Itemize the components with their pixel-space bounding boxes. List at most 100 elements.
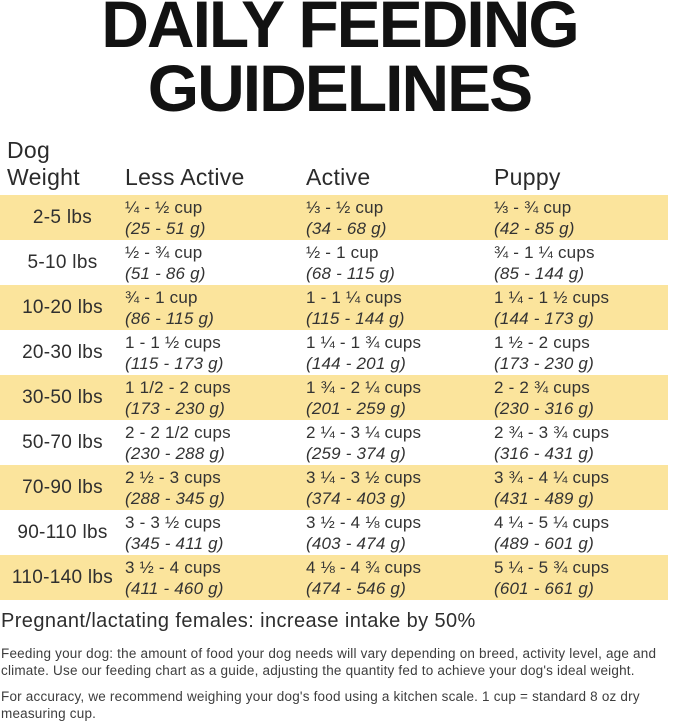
weight-cell: 20-30 lbs xyxy=(22,341,103,363)
cups-line: 1 ¼ - 1 ½ cups xyxy=(494,287,610,307)
table-row: 30-50 lbs 1 1/2 - 2 cups (173 - 230 g) 1 … xyxy=(0,375,668,420)
page-title: DAILY FEEDING GUIDELINES xyxy=(0,0,679,121)
grams-line: (411 - 460 g) xyxy=(125,578,224,598)
weight-cell: 5-10 lbs xyxy=(27,251,98,273)
grams-line: (68 - 115 g) xyxy=(306,263,396,283)
cups-line: ¾ - 1 cup xyxy=(125,287,198,307)
cups-line: 2 - 2 1/2 cups xyxy=(125,422,231,442)
cups-line: 2 ½ - 3 cups xyxy=(125,467,221,487)
grams-line: (259 - 374 g) xyxy=(306,443,406,463)
grams-line: (489 - 601 g) xyxy=(494,533,594,553)
active-cell: ½ - 1 cup (68 - 115 g) xyxy=(306,242,494,284)
active-cell: 3 ¼ - 3 ½ cups (374 - 403 g) xyxy=(306,467,494,509)
cups-line: 3 ½ - 4 cups xyxy=(125,557,221,577)
cups-line: ⅓ - ¾ cup xyxy=(494,197,572,217)
weight-cell: 30-50 lbs xyxy=(22,386,103,408)
less-active-cell: 2 - 2 1/2 cups (230 - 288 g) xyxy=(125,422,306,464)
table-header-row: Dog Weight Less Active Active Puppy xyxy=(0,137,679,191)
puppy-cell: ⅓ - ¾ cup (42 - 85 g) xyxy=(494,197,668,239)
active-cell: 2 ¼ - 3 ¼ cups (259 - 374 g) xyxy=(306,422,494,464)
active-cell: 3 ½ - 4 ⅛ cups (403 - 474 g) xyxy=(306,512,494,554)
accuracy-note: For accuracy, we recommend weighing your… xyxy=(1,689,640,721)
table-row: 50-70 lbs 2 - 2 1/2 cups (230 - 288 g) 2 … xyxy=(0,420,668,465)
header-puppy: Puppy xyxy=(494,164,561,190)
table-row: 110-140 lbs 3 ½ - 4 cups (411 - 460 g) 4 … xyxy=(0,555,668,600)
less-active-cell: 1 - 1 ½ cups (115 - 173 g) xyxy=(125,332,306,374)
header-less-active: Less Active xyxy=(125,164,245,190)
weight-cell: 10-20 lbs xyxy=(22,296,103,318)
weight-cell: 2-5 lbs xyxy=(32,206,93,228)
puppy-cell: 5 ¼ - 5 ¾ cups (601 - 661 g) xyxy=(494,557,668,599)
cups-line: 2 - 2 ¾ cups xyxy=(494,377,590,397)
table-row: 70-90 lbs 2 ½ - 3 cups (288 - 345 g) 3 ¼ … xyxy=(0,465,668,510)
grams-line: (25 - 51 g) xyxy=(125,218,206,238)
less-active-cell: ¾ - 1 cup (86 - 115 g) xyxy=(125,287,306,329)
cups-line: ¼ - ½ cup xyxy=(125,197,203,217)
cups-line: 3 ½ - 4 ⅛ cups xyxy=(306,512,422,532)
cups-line: ¾ - 1 ¼ cups xyxy=(494,242,595,262)
table-row: 2-5 lbs ¼ - ½ cup (25 - 51 g) ⅓ - ½ cup (3… xyxy=(0,195,668,240)
feeding-note: Feeding your dog: the amount of food you… xyxy=(1,646,657,678)
weight-cell: 70-90 lbs xyxy=(22,476,103,498)
less-active-cell: 1 1/2 - 2 cups (173 - 230 g) xyxy=(125,377,306,419)
cups-line: 2 ¾ - 3 ¾ cups xyxy=(494,422,610,442)
grams-line: (230 - 288 g) xyxy=(125,443,225,463)
puppy-cell: ¾ - 1 ¼ cups (85 - 144 g) xyxy=(494,242,668,284)
cups-line: ⅓ - ½ cup xyxy=(306,197,384,217)
cups-line: 1 - 1 ¼ cups xyxy=(306,287,402,307)
cups-line: 4 ¼ - 5 ¼ cups xyxy=(494,512,610,532)
feeding-table: 2-5 lbs ¼ - ½ cup (25 - 51 g) ⅓ - ½ cup (3… xyxy=(0,195,668,600)
cups-line: 2 ¼ - 3 ¼ cups xyxy=(306,422,422,442)
grams-line: (42 - 85 g) xyxy=(494,218,575,238)
cups-line: ½ - ¾ cup xyxy=(125,242,203,262)
pregnant-note: Pregnant/lactating females: increase int… xyxy=(1,610,476,632)
grams-line: (474 - 546 g) xyxy=(306,578,406,598)
active-cell: 1 - 1 ¼ cups (115 - 144 g) xyxy=(306,287,494,329)
grams-line: (144 - 201 g) xyxy=(306,353,406,373)
grams-line: (316 - 431 g) xyxy=(494,443,594,463)
grams-line: (374 - 403 g) xyxy=(306,488,406,508)
active-cell: ⅓ - ½ cup (34 - 68 g) xyxy=(306,197,494,239)
active-cell: 4 ⅛ - 4 ¾ cups (474 - 546 g) xyxy=(306,557,494,599)
puppy-cell: 2 ¾ - 3 ¾ cups (316 - 431 g) xyxy=(494,422,668,464)
cups-line: 1 ¼ - 1 ¾ cups xyxy=(306,332,422,352)
puppy-cell: 1 ¼ - 1 ½ cups (144 - 173 g) xyxy=(494,287,668,329)
cups-line: 1 ½ - 2 cups xyxy=(494,332,590,352)
table-row: 5-10 lbs ½ - ¾ cup (51 - 86 g) ½ - 1 cup(… xyxy=(0,240,668,285)
less-active-cell: 2 ½ - 3 cups (288 - 345 g) xyxy=(125,467,306,509)
cups-line: 3 ¼ - 3 ½ cups xyxy=(306,467,422,487)
cups-line: ½ - 1 cup xyxy=(306,242,379,262)
grams-line: (51 - 86 g) xyxy=(125,263,206,283)
puppy-cell: 3 ¾ - 4 ¼ cups (431 - 489 g) xyxy=(494,467,668,509)
grams-line: (85 - 144 g) xyxy=(494,263,585,283)
cups-line: 5 ¼ - 5 ¾ cups xyxy=(494,557,610,577)
cups-line: 3 - 3 ½ cups xyxy=(125,512,221,532)
grams-line: (115 - 173 g) xyxy=(125,353,224,373)
cups-line: 1 ¾ - 2 ¼ cups xyxy=(306,377,422,397)
grams-line: (201 - 259 g) xyxy=(306,398,406,418)
puppy-cell: 2 - 2 ¾ cups (230 - 316 g) xyxy=(494,377,668,419)
less-active-cell: ½ - ¾ cup (51 - 86 g) xyxy=(125,242,306,284)
less-active-cell: 3 - 3 ½ cups (345 - 411 g) xyxy=(125,512,306,554)
active-cell: 1 ¾ - 2 ¼ cups (201 - 259 g) xyxy=(306,377,494,419)
grams-line: (601 - 661 g) xyxy=(494,578,594,598)
grams-line: (288 - 345 g) xyxy=(125,488,225,508)
puppy-cell: 1 ½ - 2 cups (173 - 230 g) xyxy=(494,332,668,374)
cups-line: 1 - 1 ½ cups xyxy=(125,332,221,352)
grams-line: (403 - 474 g) xyxy=(306,533,406,553)
grams-line: (230 - 316 g) xyxy=(494,398,594,418)
weight-cell: 110-140 lbs xyxy=(11,566,114,588)
weight-cell: 50-70 lbs xyxy=(22,431,103,453)
page-title-line2: GUIDELINES xyxy=(147,51,533,125)
grams-line: (173 - 230 g) xyxy=(494,353,594,373)
less-active-cell: 3 ½ - 4 cups (411 - 460 g) xyxy=(125,557,306,599)
less-active-cell: ¼ - ½ cup (25 - 51 g) xyxy=(125,197,306,239)
active-cell: 1 ¼ - 1 ¾ cups (144 - 201 g) xyxy=(306,332,494,374)
page-title-line1: DAILY FEEDING xyxy=(101,0,579,61)
grams-line: (115 - 144 g) xyxy=(306,308,405,328)
header-active: Active xyxy=(306,164,371,190)
grams-line: (431 - 489 g) xyxy=(494,488,594,508)
header-dog-weight: Dog Weight xyxy=(7,137,80,190)
cups-line: 4 ⅛ - 4 ¾ cups xyxy=(306,557,422,577)
